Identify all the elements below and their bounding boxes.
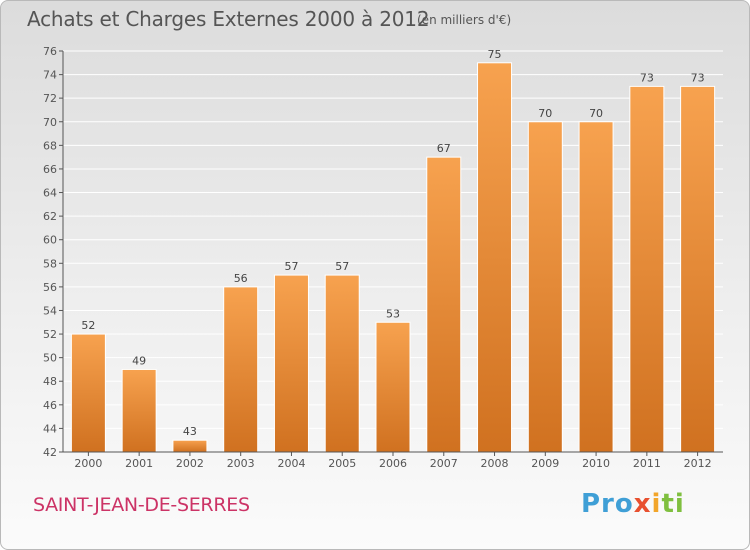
bar-value-label: 73 — [691, 71, 705, 84]
x-tick-label: 2005 — [328, 457, 356, 470]
bar-value-label: 43 — [183, 425, 197, 438]
y-tick-label: 44 — [43, 422, 57, 435]
x-tick-label: 2011 — [633, 457, 661, 470]
y-tick-label: 56 — [43, 281, 57, 294]
bar-value-label: 49 — [132, 354, 146, 367]
bar — [629, 85, 665, 453]
x-tick-label: 2009 — [531, 457, 559, 470]
bar-value-label: 57 — [335, 260, 349, 273]
bar — [527, 121, 563, 453]
y-tick-label: 66 — [43, 163, 57, 176]
x-tick-label: 2008 — [481, 457, 509, 470]
y-tick-label: 50 — [43, 352, 57, 365]
chart-unit: (en milliers d'€) — [417, 13, 512, 27]
x-tick-label: 2004 — [277, 457, 305, 470]
bar — [172, 439, 208, 453]
bar-value-label: 56 — [234, 272, 248, 285]
bar — [121, 368, 157, 453]
bar — [680, 85, 716, 453]
bar — [70, 333, 106, 453]
y-tick-label: 70 — [43, 116, 57, 129]
x-tick-label: 2002 — [176, 457, 204, 470]
y-tick-label: 42 — [43, 446, 57, 459]
y-tick-label: 68 — [43, 139, 57, 152]
y-tick-label: 52 — [43, 328, 57, 341]
bar — [375, 321, 411, 453]
y-tick-label: 62 — [43, 210, 57, 223]
bar-value-label: 75 — [488, 48, 502, 61]
x-tick-label: 2010 — [582, 457, 610, 470]
bar-value-label: 73 — [640, 71, 654, 84]
x-tick-label: 2012 — [684, 457, 712, 470]
x-tick-label: 2001 — [125, 457, 153, 470]
proxiti-logo: Proxiti — [581, 489, 685, 519]
x-tick-label: 2003 — [227, 457, 255, 470]
bar-value-label: 70 — [538, 107, 552, 120]
commune-name: SAINT-JEAN-DE-SERRES — [33, 494, 250, 516]
x-tick-label: 2007 — [430, 457, 458, 470]
y-tick-label: 58 — [43, 257, 57, 270]
bars: 52 49 43 56 57 57 53 67 75 70 70 73 73 — [70, 48, 716, 453]
bar — [324, 274, 360, 453]
bar — [273, 274, 309, 453]
y-tick-label: 46 — [43, 399, 57, 412]
y-tick-label: 60 — [43, 234, 57, 247]
bar — [426, 156, 462, 453]
y-tick-label: 54 — [43, 304, 57, 317]
x-tick-label: 2006 — [379, 457, 407, 470]
bar — [578, 121, 614, 453]
bar-value-label: 52 — [81, 319, 95, 332]
bar — [477, 62, 513, 453]
bar-value-label: 70 — [589, 107, 603, 120]
x-tick-label: 2000 — [74, 457, 102, 470]
y-tick-label: 76 — [43, 45, 57, 58]
bar — [223, 286, 259, 453]
chart-title: Achats et Charges Externes 2000 à 2012 — [27, 7, 430, 31]
y-tick-label: 72 — [43, 92, 57, 105]
bar-value-label: 67 — [437, 142, 451, 155]
axes: 42 44 46 48 50 52 54 56 58 60 62 64 66 68 70 72 74 76 2000… — [43, 45, 723, 470]
y-tick-label: 74 — [43, 69, 57, 82]
bar-value-label: 53 — [386, 307, 400, 320]
y-tick-label: 64 — [43, 187, 57, 200]
y-tick-label: 48 — [43, 375, 57, 388]
bar-value-label: 57 — [284, 260, 298, 273]
